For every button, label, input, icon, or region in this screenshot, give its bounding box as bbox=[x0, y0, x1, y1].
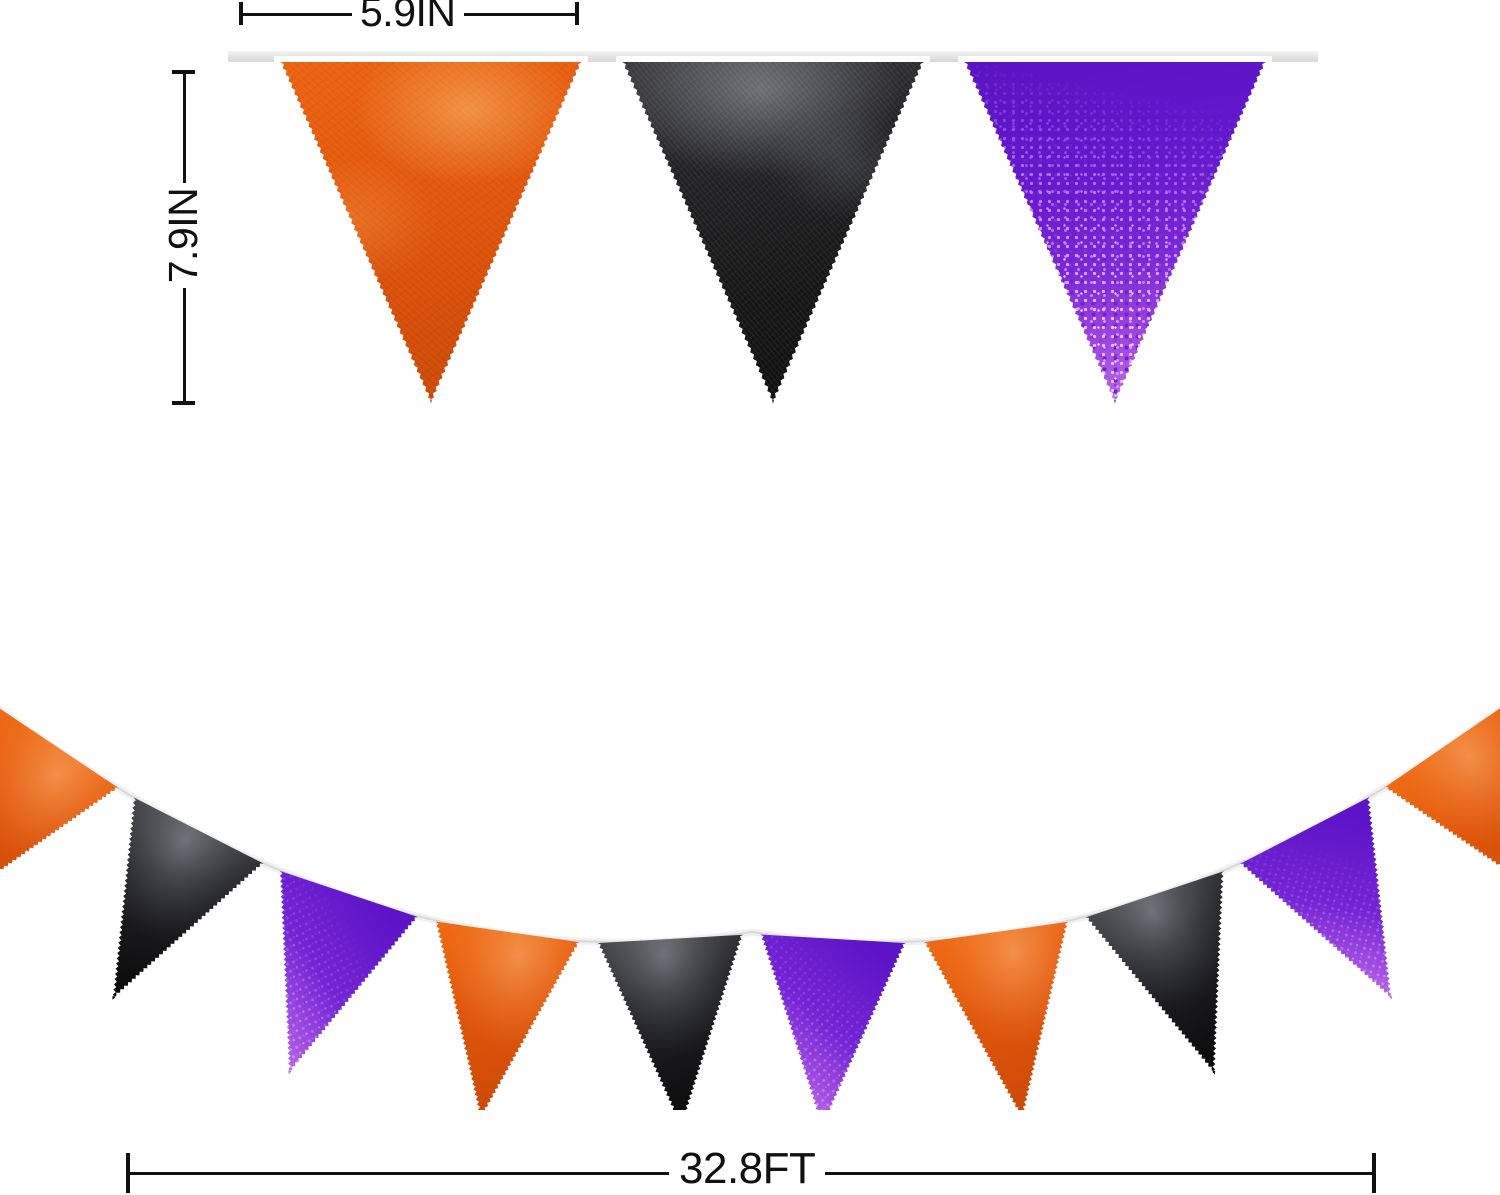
garland-pennant-orange bbox=[923, 921, 1069, 1110]
detail-pennant-orange bbox=[274, 56, 588, 418]
pennant-foil-sheen bbox=[923, 921, 1069, 1110]
length-dimension-tick-right bbox=[1372, 1153, 1376, 1193]
height-dimension-tick-bottom bbox=[172, 401, 195, 405]
pennant-glitter bbox=[279, 870, 419, 1075]
width-dimension-tick-left bbox=[239, 2, 243, 25]
length-dimension-tick-left bbox=[126, 1153, 130, 1193]
garland-pennant-orange bbox=[1384, 705, 1500, 904]
length-dimension-label: 32.8FT bbox=[669, 1147, 826, 1191]
garland-pennant-black bbox=[112, 797, 264, 1000]
garland-pennant-orange bbox=[435, 921, 580, 1110]
width-dimension-label: 5.9IN bbox=[352, 0, 464, 33]
height-dimension-label: 7.9IN bbox=[155, 183, 212, 288]
detail-pennant-purple bbox=[958, 56, 1272, 418]
pennant-foil-sheen bbox=[1384, 705, 1500, 904]
pennant-foil-sheen bbox=[112, 797, 264, 1000]
garland-pennant-black bbox=[1085, 871, 1224, 1075]
pinked-edge-orange bbox=[280, 62, 582, 404]
pennant-foil-sheen bbox=[0, 706, 119, 906]
width-dimension-tick-right bbox=[575, 2, 579, 25]
garland-pennant-black bbox=[597, 934, 744, 1110]
garland-svg bbox=[0, 704, 1500, 1110]
height-dimension-tick-top bbox=[172, 70, 195, 74]
garland-pennant-purple bbox=[1239, 796, 1392, 1000]
garland-pennant-purple bbox=[279, 870, 419, 1075]
pennant-body-purple bbox=[964, 62, 1266, 404]
pennant-foil-sheen bbox=[435, 921, 580, 1110]
garland-pennant-orange bbox=[0, 706, 119, 906]
pennant-glitter bbox=[760, 934, 907, 1110]
pennant-glitter bbox=[1239, 796, 1392, 1000]
pennant-foil-sheen bbox=[1085, 871, 1224, 1075]
garland-pennant-purple bbox=[760, 934, 907, 1110]
detail-pennant-black bbox=[616, 56, 930, 418]
garland-string-shade bbox=[0, 707, 1500, 944]
pennant-body-black bbox=[622, 62, 924, 404]
garland-string bbox=[0, 704, 1500, 946]
detail-row-string bbox=[228, 51, 1318, 62]
pennant-foil-sheen bbox=[597, 934, 744, 1110]
